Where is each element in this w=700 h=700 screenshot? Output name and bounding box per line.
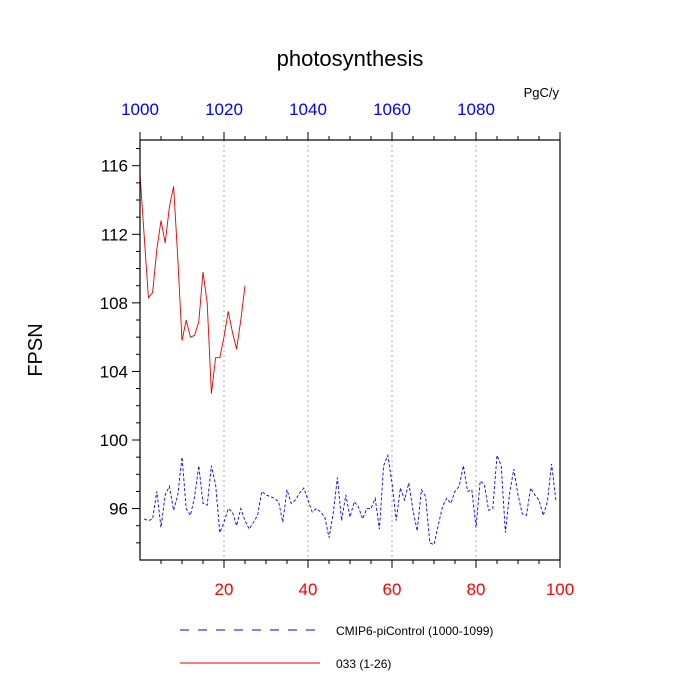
y-axis-label: FPSN	[25, 323, 47, 376]
y-tick-label-112: 112	[101, 225, 128, 244]
top-tick-label-1000: 1000	[121, 100, 159, 119]
x-tick-label-40: 40	[299, 580, 318, 599]
top-tick-label-1020: 1020	[205, 100, 243, 119]
top-tick-label-1060: 1060	[373, 100, 411, 119]
y-tick-label-108: 108	[100, 294, 128, 313]
gridlines	[223, 140, 477, 560]
x-tick-label-80: 80	[467, 580, 486, 599]
y-tick-label-100: 100	[100, 431, 128, 450]
legend-label-2: 033 (1-26)	[336, 657, 391, 671]
y-tick-label-104: 104	[100, 362, 128, 381]
series-line-1	[144, 453, 557, 546]
y-tick-label-96: 96	[109, 500, 128, 519]
series-line-2	[139, 174, 246, 394]
legend: CMIP6-piControl (1000-1099) 033 (1-26)	[180, 624, 493, 671]
plot-frame	[139, 139, 561, 561]
x-tick-label-20: 20	[215, 580, 234, 599]
legend-label-1: CMIP6-piControl (1000-1099)	[336, 624, 493, 638]
x-tick-label-60: 60	[383, 580, 402, 599]
chart-title: photosynthesis	[277, 46, 424, 71]
top-tick-label-1080: 1080	[457, 100, 495, 119]
axes: 96 100 104 108 112 116 20 40 60 80 100 1000 1020 1040…	[100, 100, 575, 599]
top-tick-label-1040: 1040	[289, 100, 327, 119]
x-tick-label-100: 100	[546, 580, 574, 599]
y-tick-label-116: 116	[101, 157, 128, 176]
units-label: PgC/y	[524, 85, 560, 100]
series-layer	[139, 174, 557, 546]
